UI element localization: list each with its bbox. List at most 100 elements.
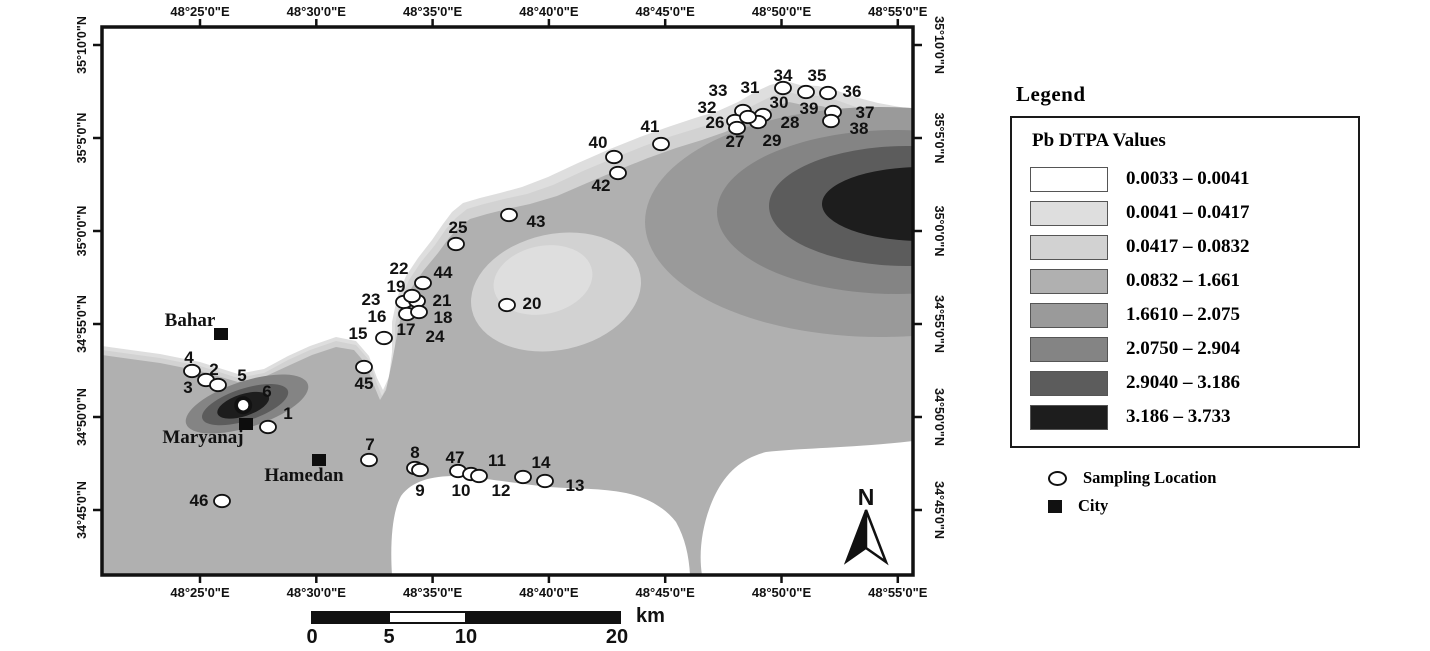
sampling-point-label: 3 [183,378,192,397]
legend-swatch [1030,302,1108,328]
axis-label-top: 48°40'0"E [519,4,579,19]
sampling-location-marker [500,207,518,223]
sampling-point-label: 7 [365,435,374,454]
sampling-point-label: 2 [209,360,218,379]
axis-label-bottom: 48°40'0"E [519,585,579,600]
sampling-point-label: 13 [566,476,585,495]
scale-bar-number: 10 [455,626,477,648]
axis-label-top: 48°45'0"E [636,4,696,19]
axis-label-left: 34°55'0"N [75,295,89,353]
legend-range-label: 0.0033 – 0.0041 [1126,168,1250,189]
legend-range-label: 1.6610 – 2.075 [1126,304,1240,325]
scale-bar-segment [465,611,621,624]
scale-bar-segment [388,611,467,624]
legend-class-row: 0.0417 – 0.0832 [1030,230,1358,264]
axis-label-right: 34°55'0"N [932,295,946,353]
scale-bar-number: 0 [306,626,317,648]
axis-label-right: 34°50'0"N [932,388,946,446]
sampling-location-marker [822,113,840,129]
sampling-location-marker [728,120,746,136]
axis-label-bottom: 48°25'0"E [170,585,230,600]
axes: 48°25'0"E 48°30'0"E 48°35'0"E 48°40'0"E 48°4… [75,4,946,600]
sampling-point-label: 9 [415,481,424,500]
city-label: Hamedan [264,465,344,486]
sampling-point-label: 21 [433,291,452,310]
legend-marker-label: City [1078,496,1109,515]
north-arrow: N [843,484,889,566]
sampling-point-label: 40 [589,133,608,152]
sampling-location-marker [609,165,627,181]
sampling-point-label: 4 [184,348,194,367]
axis-label-right: 35°0'0"N [932,206,946,257]
legend-swatch [1030,336,1108,362]
sampling-point-label: 11 [488,451,506,470]
sampling-point-label: 17 [397,320,416,339]
sampling-location-marker [819,85,837,101]
sampling-location-marker [360,452,378,468]
legend-title: Legend [1016,82,1086,106]
axis-label-right: 35°10'0"N [932,16,946,74]
legend-swatch [1030,268,1108,294]
legend-range-label: 0.0041 – 0.0417 [1126,202,1250,223]
sampling-point-label: 1 [283,404,292,423]
sampling-point-label: 36 [843,82,862,101]
sampling-point-label: 28 [781,113,800,132]
legend-swatch [1030,200,1108,226]
sampling-location-marker [536,473,554,489]
legend-class-row: 0.0832 – 1.661 [1030,264,1358,298]
sampling-point-label: 29 [763,131,782,150]
sampling-location-marker [739,109,757,125]
legend-range-label: 3.186 – 3.733 [1126,406,1231,427]
sampling-point-label: 25 [449,218,468,237]
sampling-location-marker [213,493,231,509]
scale-bar-number: 20 [606,626,628,648]
axis-label-top: 48°25'0"E [170,4,230,19]
north-label: N [858,484,875,510]
sampling-point-label: 39 [800,99,819,118]
maryanaj-hotspot [185,374,309,434]
sampling-location-marker [259,419,277,435]
sampling-location-marker [375,330,393,346]
sampling-location-marker [470,468,488,484]
sampling-location-marker [797,84,815,100]
sampling-point-label: 15 [349,324,368,343]
axis-label-left: 35°5'0"N [75,113,89,164]
sampling-point-label: 8 [410,443,419,462]
sampling-location-marker [652,136,670,152]
sampling-location-marker [183,363,201,379]
sampling-location-marker [447,236,465,252]
legend-class-row: 0.0041 – 0.0417 [1030,196,1358,230]
legend-range-label: 0.0832 – 1.661 [1126,270,1240,291]
axis-label-top: 48°35'0"E [403,4,463,19]
sampling-point-label: 47 [446,448,465,467]
sampling-point-label: 38 [850,119,869,138]
sampling-point-label: 30 [770,93,789,112]
legend-box-title: Pb DTPA Values [1032,130,1166,151]
sampling-point-label: 10 [452,481,471,500]
sampling-location-marker [414,275,432,291]
city-label: Maryanaj [162,427,243,448]
axis-label-bottom: 48°35'0"E [403,585,463,600]
axis-label-left: 34°50'0"N [75,388,89,446]
legend-class-rows: 0.0033 – 0.0041 0.0041 – 0.0417 0.0417 – 0… [1030,162,1358,434]
axis-label-top: 48°55'0"E [868,4,928,19]
sampling-point-label: 41 [641,117,660,136]
sampling-location-marker [605,149,623,165]
sampling-point-label: 45 [355,374,374,393]
axis-label-left: 35°0'0"N [75,206,89,257]
legend-class-row: 0.0033 – 0.0041 [1030,162,1358,196]
sampling-location-marker [514,469,532,485]
sampling-point-label: 42 [592,176,611,195]
sampling-point-label: 31 [741,78,760,97]
sampling-point-label: 5 [237,366,246,385]
legend-class-row: 3.186 – 3.733 [1030,400,1358,434]
sampling-location-marker [498,297,516,313]
contour-layers [102,27,913,575]
city-markers: Bahar Maryanaj Hamedan [162,310,344,486]
scale-bar-number: 5 [383,626,394,648]
north-arrow-right [864,509,889,566]
sampling-point-label: 6 [262,382,271,401]
